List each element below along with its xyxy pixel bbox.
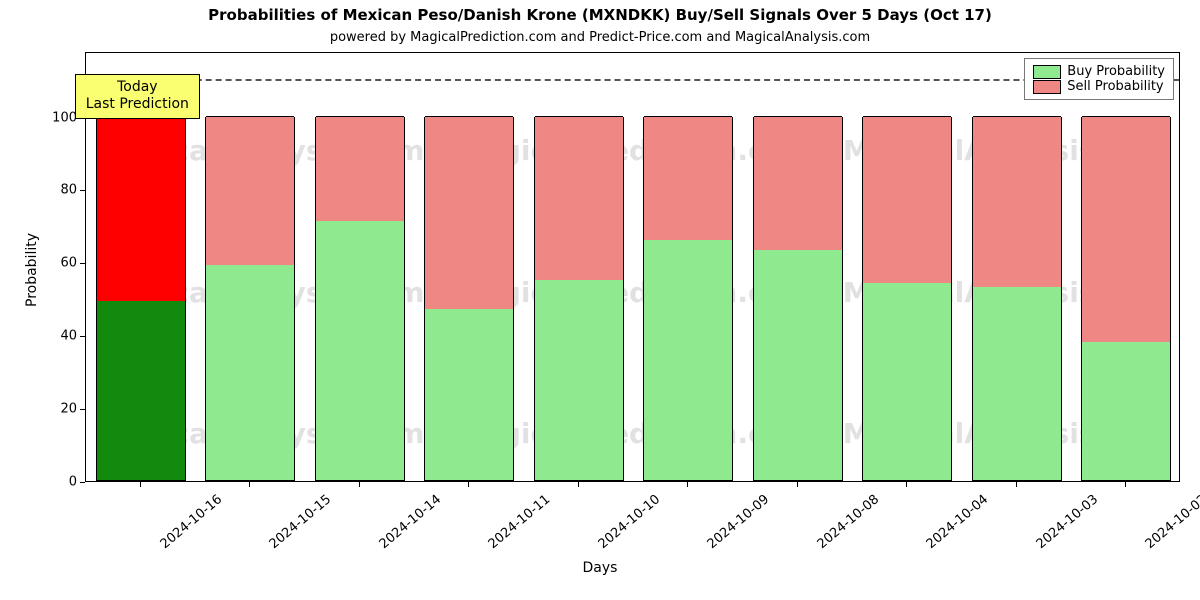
x-tick — [140, 482, 141, 487]
bar-segment-buy — [973, 287, 1061, 480]
y-tick — [80, 482, 85, 483]
y-tick-label: 60 — [37, 256, 77, 271]
bar — [643, 117, 733, 481]
x-tick — [359, 482, 360, 487]
reference-line — [86, 79, 1179, 81]
bar-segment-buy — [316, 221, 404, 480]
legend-label: Buy Probability — [1067, 64, 1165, 79]
chart-subtitle: powered by MagicalPrediction.com and Pre… — [0, 30, 1200, 45]
y-tick — [80, 336, 85, 337]
y-axis-label: Probability — [24, 233, 40, 307]
y-tick-label: 0 — [37, 475, 77, 490]
today-line2: Last Prediction — [86, 96, 189, 112]
bar — [424, 117, 514, 481]
x-tick — [249, 482, 250, 487]
today-line1: Today — [117, 79, 158, 95]
bar-segment-buy — [754, 250, 842, 480]
x-tick — [578, 482, 579, 487]
bar — [753, 117, 843, 481]
y-tick-label: 40 — [37, 329, 77, 344]
x-tick — [687, 482, 688, 487]
bar — [96, 117, 186, 481]
legend-swatch — [1033, 65, 1061, 79]
x-tick-label: 2024-10-04 — [924, 492, 992, 552]
x-tick — [1125, 482, 1126, 487]
legend: Buy ProbabilitySell Probability — [1024, 58, 1174, 100]
legend-item: Buy Probability — [1033, 64, 1165, 79]
x-tick — [468, 482, 469, 487]
bar-segment-buy — [425, 309, 513, 480]
bar-segment-sell — [973, 116, 1061, 287]
bar — [315, 117, 405, 481]
legend-swatch — [1033, 80, 1061, 94]
bar-segment-buy — [644, 240, 732, 481]
bar — [862, 117, 952, 481]
x-tick-label: 2024-10-11 — [486, 492, 554, 552]
bar-segment-buy — [206, 265, 294, 480]
today-annotation: TodayLast Prediction — [75, 74, 200, 119]
x-tick-label: 2024-10-15 — [267, 492, 335, 552]
legend-label: Sell Probability — [1067, 79, 1163, 94]
bar — [1081, 117, 1171, 481]
x-tick-label: 2024-10-03 — [1033, 492, 1101, 552]
y-tick-label: 100 — [37, 110, 77, 125]
x-axis-label: Days — [0, 560, 1200, 576]
plot-area: MagicalAnalysis.com | MagicalPrediction.… — [85, 52, 1180, 482]
x-tick — [797, 482, 798, 487]
y-tick-label: 80 — [37, 183, 77, 198]
bar-segment-buy — [863, 283, 951, 480]
y-tick — [80, 190, 85, 191]
y-tick — [80, 263, 85, 264]
bar-segment-sell — [863, 116, 951, 284]
legend-item: Sell Probability — [1033, 79, 1165, 94]
chart-title: Probabilities of Mexican Peso/Danish Kro… — [0, 6, 1200, 24]
y-tick-label: 20 — [37, 402, 77, 417]
chart-container: Probabilities of Mexican Peso/Danish Kro… — [0, 0, 1200, 600]
x-tick-label: 2024-10-08 — [814, 492, 882, 552]
bar-segment-sell — [97, 116, 185, 302]
bar-segment-sell — [316, 116, 404, 222]
x-tick-label: 2024-10-16 — [157, 492, 225, 552]
bar — [972, 117, 1062, 481]
x-tick-label: 2024-10-14 — [376, 492, 444, 552]
bar-segment-buy — [1082, 342, 1170, 480]
bar-segment-sell — [425, 116, 513, 309]
bar — [534, 117, 624, 481]
x-tick-label: 2024-10-09 — [705, 492, 773, 552]
x-tick-label: 2024-10-02 — [1143, 492, 1200, 552]
bar-segment-sell — [754, 116, 842, 251]
bar — [205, 117, 295, 481]
x-tick-label: 2024-10-10 — [595, 492, 663, 552]
bar-segment-buy — [97, 301, 185, 480]
x-tick — [906, 482, 907, 487]
bar-segment-buy — [535, 280, 623, 480]
bar-segment-sell — [644, 116, 732, 240]
y-tick — [80, 409, 85, 410]
x-tick — [1016, 482, 1017, 487]
bar-segment-sell — [1082, 116, 1170, 342]
bar-segment-sell — [535, 116, 623, 280]
bar-segment-sell — [206, 116, 294, 265]
